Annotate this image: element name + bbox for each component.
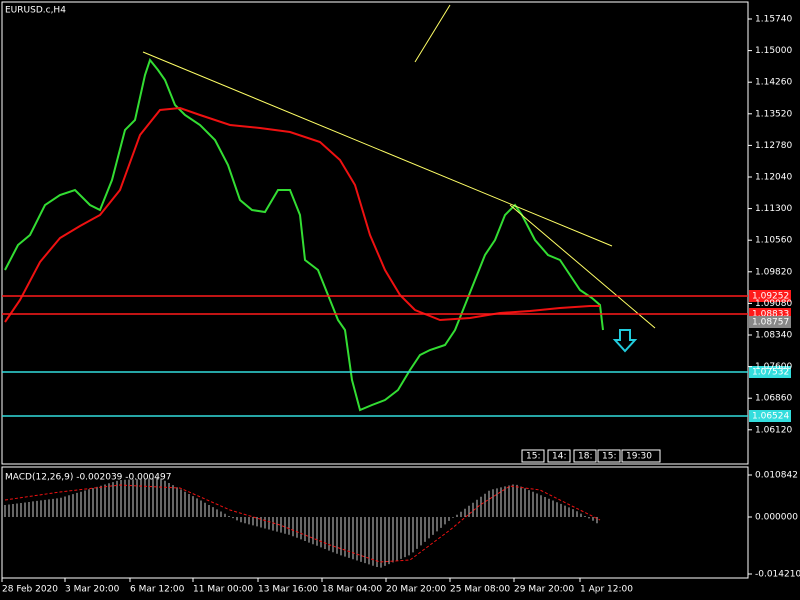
session-box [547, 449, 571, 463]
time-tick-label: 18 Mar 04:00 [322, 585, 382, 595]
trend-line [509, 204, 656, 329]
macd-tick-label: 0.010842 [755, 471, 798, 481]
moving-average [4, 106, 600, 323]
macd-tick-label: 0.000000 [755, 513, 798, 523]
time-tick-label: 3 Mar 20:00 [65, 585, 120, 595]
session-label: 15: [602, 452, 616, 462]
level-label: 1.08833 [752, 310, 789, 320]
time-tick-label: 29 Mar 20:00 [514, 585, 574, 595]
price-tick-label: 1.15000 [755, 46, 792, 56]
window-title: EURUSD.c,H4 [5, 6, 66, 16]
macd-frame [1, 466, 749, 579]
trend-line [142, 51, 613, 247]
trend-line [414, 4, 451, 63]
macd-signal [4, 484, 601, 563]
macd-histogram [4, 478, 598, 568]
price-tick-label: 1.09820 [755, 267, 792, 277]
macd-label: MACD(12,26,9) -0.002039 -0.000497 [5, 473, 171, 483]
price-series [4, 57, 604, 412]
level-label: 1.07532 [752, 368, 789, 378]
time-tick-label: 20 Mar 20:00 [386, 585, 446, 595]
session-label: 19:30 [626, 452, 652, 462]
session-box [597, 449, 621, 463]
time-tick-label: 28 Feb 2020 [2, 585, 58, 595]
session-label: 18: [578, 452, 592, 462]
price-tick-label: 1.12040 [755, 173, 792, 183]
session-label: 15: [526, 452, 540, 462]
level-tag [749, 290, 791, 302]
level-label: 1.08757 [752, 318, 789, 328]
session-label: 14: [552, 452, 566, 462]
session-box [521, 449, 545, 463]
level-tag [749, 316, 791, 328]
price-tick-label: 1.15740 [755, 15, 792, 25]
price-tick-label: 1.06860 [755, 394, 792, 404]
price-tick-label: 1.09080 [755, 299, 792, 309]
price-tick-label: 1.11300 [755, 204, 792, 214]
price-tick-label: 1.07600 [755, 362, 792, 372]
sell-arrow [612, 329, 638, 353]
price-tick-label: 1.06120 [755, 425, 792, 435]
session-box [573, 449, 597, 463]
time-tick-label: 13 Mar 16:00 [258, 585, 318, 595]
price-tick-label: 1.14260 [755, 78, 792, 88]
price-tick-label: 1.13520 [755, 109, 792, 119]
main-frame [1, 1, 749, 465]
level-tag [749, 366, 791, 378]
level-tag [749, 410, 791, 422]
price-tick-label: 1.10560 [755, 236, 792, 246]
level-label: 1.09252 [752, 292, 789, 302]
price-tick-label: 1.12780 [755, 141, 792, 151]
macd-tick-label: -0.014210 [755, 570, 800, 580]
time-tick-label: 11 Mar 00:00 [193, 585, 253, 595]
price-tick-label: 1.08340 [755, 331, 792, 341]
time-tick-label: 25 Mar 08:00 [450, 585, 510, 595]
time-tick-label: 1 Apr 12:00 [580, 585, 633, 595]
time-tick-label: 6 Mar 12:00 [130, 585, 185, 595]
axes: 1.15740 1.15000 1.14260 1.13520 1.12780 1.120… [1, 15, 800, 595]
session-box [621, 449, 661, 463]
level-label: 1.06524 [752, 412, 789, 422]
